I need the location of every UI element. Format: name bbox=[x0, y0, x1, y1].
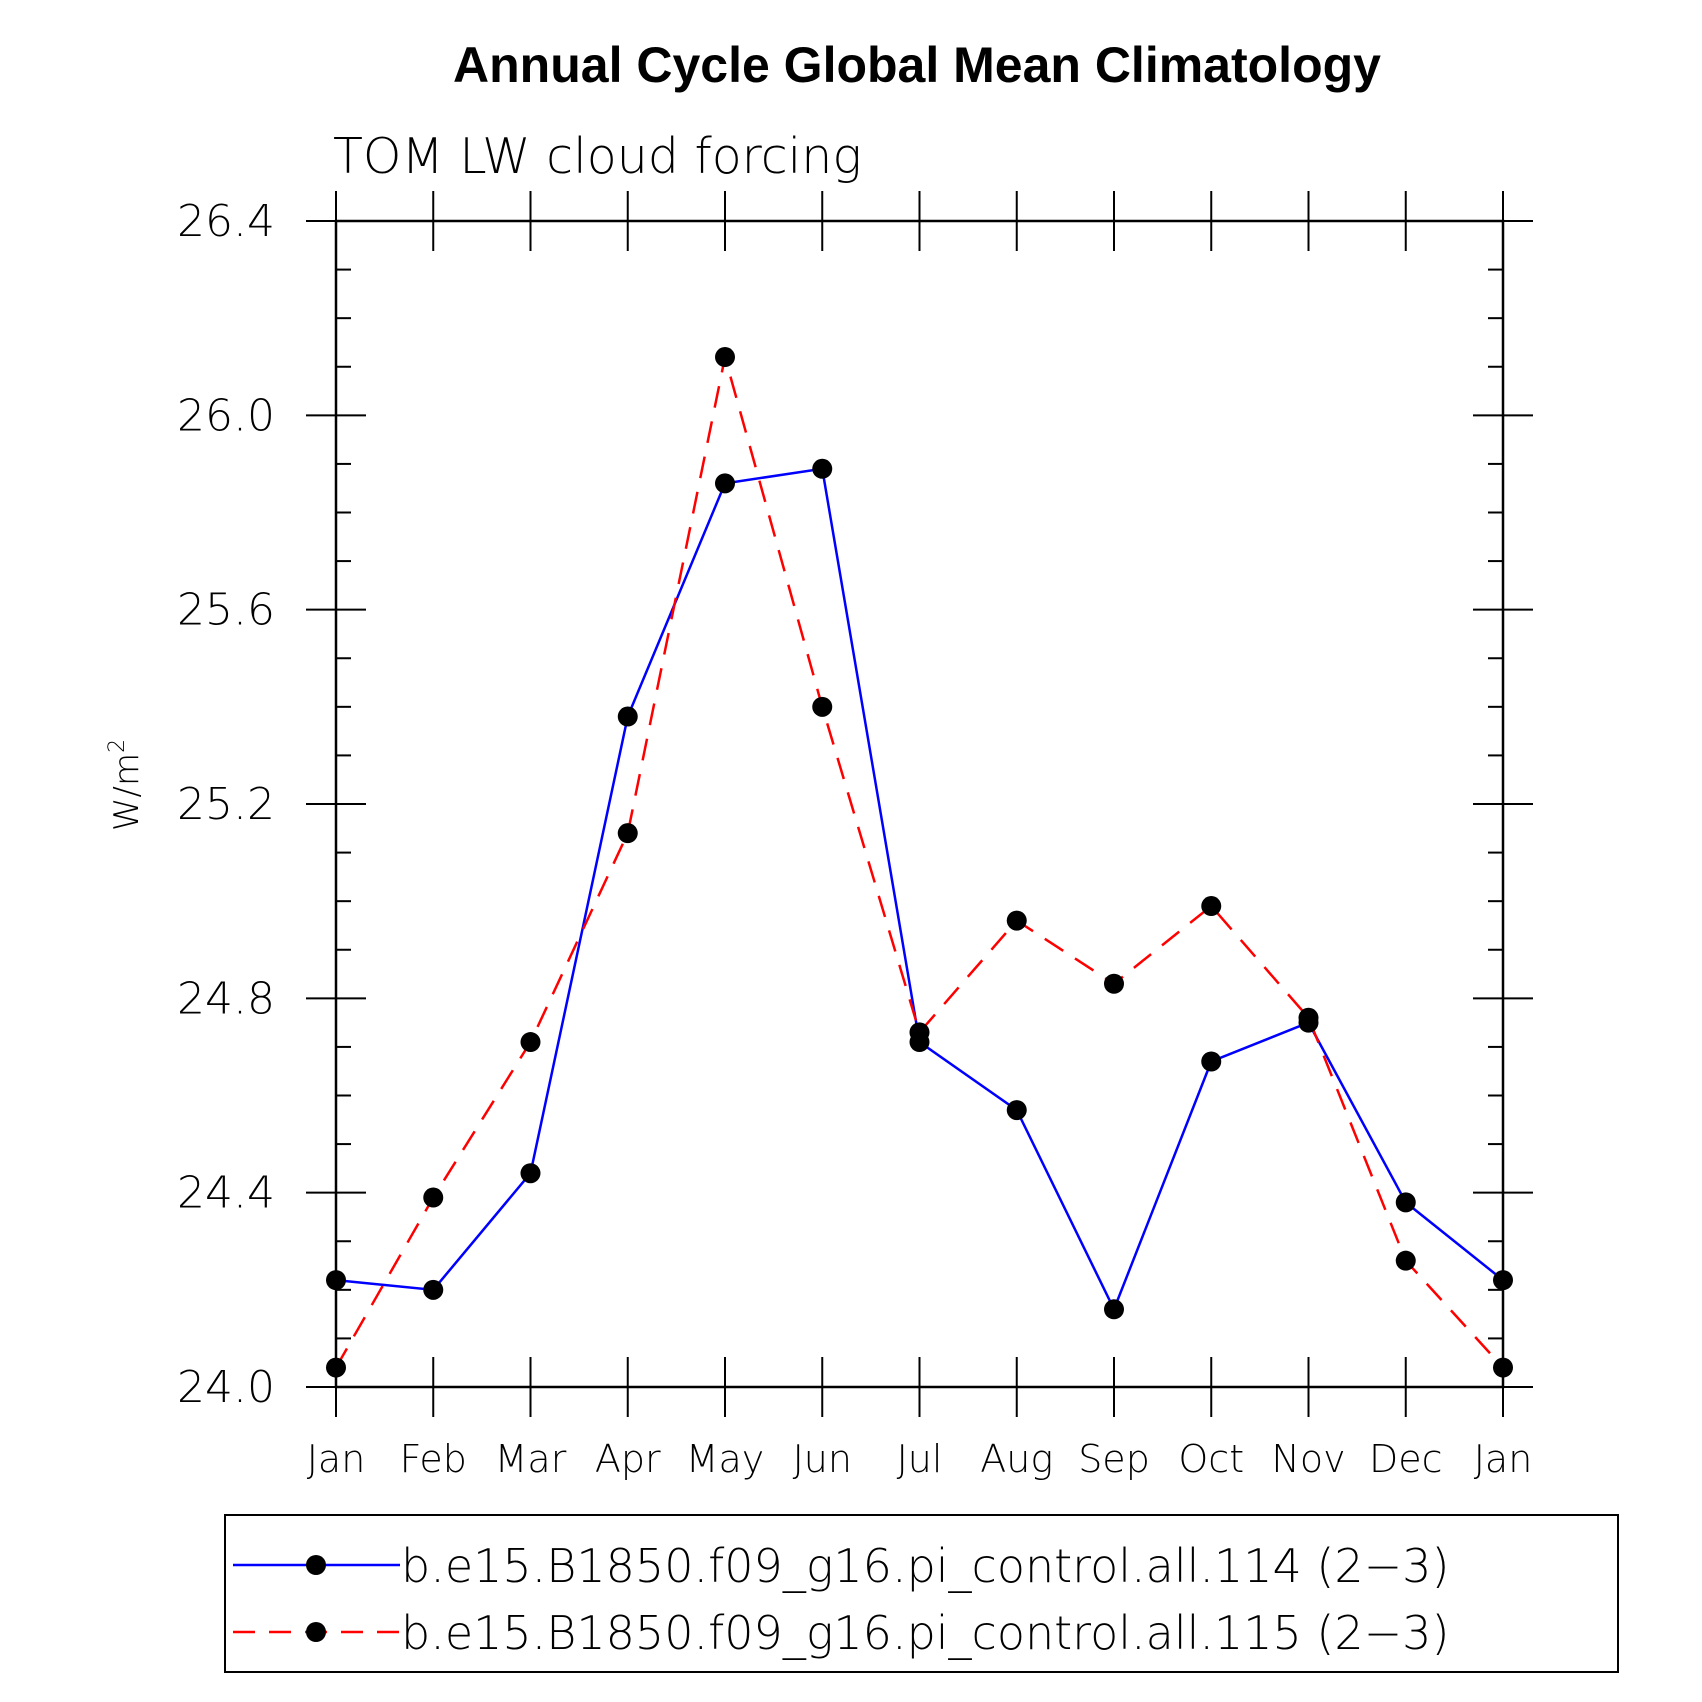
x-tick-label: Aug bbox=[980, 1437, 1053, 1481]
series-1-point bbox=[1104, 1299, 1124, 1320]
series-2-point bbox=[1493, 1357, 1513, 1378]
plot-frame bbox=[334, 219, 1505, 1389]
series-2-point bbox=[423, 1187, 444, 1208]
x-tick-label: Sep bbox=[1078, 1437, 1150, 1481]
series-2-point bbox=[1104, 973, 1124, 994]
series-line-1 bbox=[335, 467, 1504, 1313]
series-1-point bbox=[1395, 1192, 1416, 1213]
series-1-point bbox=[617, 706, 638, 727]
legend-box bbox=[224, 1514, 1619, 1673]
series-2-point bbox=[1006, 910, 1027, 931]
y-tick-label: 25.6 bbox=[177, 585, 275, 636]
y-tick-label: 26.4 bbox=[177, 196, 275, 247]
y-tick-label: 24.8 bbox=[177, 973, 275, 1024]
y-tick-label: 24.4 bbox=[177, 1168, 275, 1219]
series-1-point bbox=[1201, 1051, 1222, 1072]
x-tick-label: Jul bbox=[897, 1437, 943, 1481]
x-tick-label: Jan bbox=[1474, 1437, 1533, 1481]
series-2-point bbox=[909, 1022, 930, 1043]
series-1-point bbox=[1006, 1100, 1027, 1121]
legend-marker-2 bbox=[306, 1622, 326, 1642]
x-tick-label: Jun bbox=[793, 1437, 852, 1481]
series-2-point bbox=[520, 1032, 541, 1053]
series-2-point bbox=[812, 696, 833, 717]
y-tick-label: 25.2 bbox=[177, 779, 275, 830]
chart-title: Annual Cycle Global Mean Climatology bbox=[453, 37, 1381, 93]
series-1-point bbox=[423, 1279, 444, 1300]
y-tick-label: 24.0 bbox=[177, 1362, 275, 1413]
series-1-point bbox=[520, 1163, 541, 1184]
series-2-point bbox=[617, 823, 638, 844]
series-2-point bbox=[1298, 1007, 1319, 1028]
series-2-point bbox=[1201, 896, 1222, 917]
x-tick-label: Dec bbox=[1369, 1437, 1443, 1481]
x-tick-label: Jan bbox=[307, 1437, 366, 1481]
y-tick-label: 26.0 bbox=[177, 390, 275, 441]
legend-label-1: b.e15.B1850.f09_g16.pi_control.all.114 (… bbox=[401, 1539, 1449, 1593]
chart-subtitle: TOM LW cloud forcing bbox=[333, 128, 862, 185]
x-tick-label: Mar bbox=[495, 1437, 567, 1481]
series-2-point bbox=[715, 347, 735, 368]
x-tick-label: May bbox=[686, 1437, 765, 1481]
x-tick-label: Oct bbox=[1178, 1437, 1244, 1481]
x-tick-label: Nov bbox=[1271, 1437, 1345, 1481]
series-2-point bbox=[1395, 1250, 1416, 1271]
y-axis-label: W/m2 bbox=[105, 739, 147, 831]
series-line-2 bbox=[334, 356, 1504, 1369]
legend-label-2: b.e15.B1850.f09_g16.pi_control.all.115 (… bbox=[401, 1606, 1449, 1660]
series-1-point bbox=[1493, 1270, 1513, 1291]
series-1-point bbox=[326, 1270, 346, 1291]
series-1-point bbox=[715, 473, 735, 494]
x-tick-label: Feb bbox=[400, 1437, 467, 1481]
series-2-point bbox=[326, 1357, 346, 1378]
x-tick-label: Apr bbox=[595, 1437, 661, 1481]
legend-marker-1 bbox=[306, 1555, 326, 1575]
series-1-point bbox=[812, 458, 833, 479]
